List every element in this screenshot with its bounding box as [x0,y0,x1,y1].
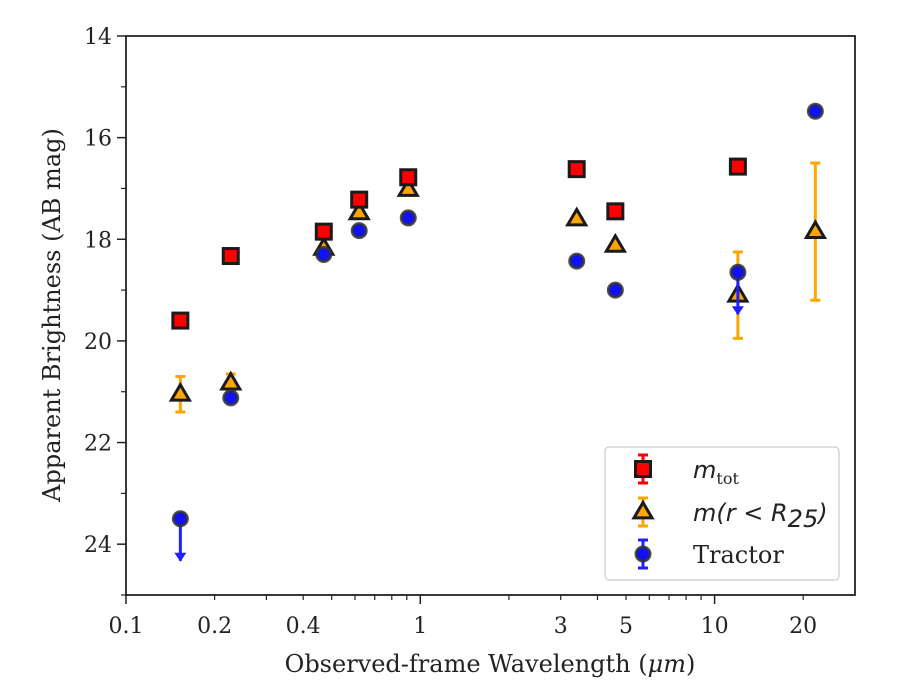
data-point [219,370,243,391]
data-point [567,160,586,179]
data-point [315,246,333,264]
x-tick-label: 10 [701,614,729,639]
upper-limit-arrow-head [174,552,187,562]
y-axis-label: Apparent Brightness (AB mag) [38,128,66,503]
legend-box [604,446,840,581]
data-point [729,263,747,281]
x-axis-label: Observed-frame Wavelength (μm) [285,650,696,678]
data-point [171,311,190,330]
x-tick-label: 5 [619,614,633,639]
data-point [606,281,624,299]
upper-limit-arrow-head [731,306,744,316]
plot-area [168,102,828,562]
y-tick-label: 16 [84,127,112,152]
data-point [565,206,589,227]
legend-marker [634,545,652,563]
data-point [221,247,240,266]
x-tick-label: 3 [554,614,568,639]
legend: mtot m(r < R25) Tractor [604,446,840,581]
data-point [314,222,333,241]
x-tick-label: 0.1 [109,614,144,639]
x-tick-label: 0.2 [197,614,232,639]
data-point [350,222,368,240]
legend-markers [631,453,655,570]
data-point [806,102,824,120]
legend-label-tractor: Tractor [693,541,784,569]
data-point [803,219,828,240]
data-point [171,510,189,528]
data-point [603,232,627,253]
data-point [396,177,420,197]
axis-ticks: 0.1 0.2 0.4 1 3 5 10 20 14 16 18 20 22 24 [84,25,817,639]
legend-marker [631,499,655,520]
x-tick-label: 1 [413,614,427,639]
data-point [222,389,240,407]
data-point [168,381,192,402]
data-point [728,157,747,176]
series-2 [171,102,824,562]
x-tick-label: 20 [789,614,817,639]
plot-frame [125,35,856,596]
legend-marker [634,460,652,478]
y-tick-label: 22 [84,432,112,457]
y-tick-label: 18 [84,228,112,253]
data-point [399,168,418,187]
legend-label-mtot: mtot [693,456,739,488]
data-point [606,202,625,221]
data-point [568,252,586,270]
series-0 [171,157,747,330]
y-tick-label: 20 [84,330,112,355]
data-point [350,190,369,209]
y-tick-label: 24 [84,533,112,558]
y-tick-label: 14 [84,25,112,50]
legend-label-mr25: m(r < R25) [693,499,828,533]
x-tick-label: 0.4 [286,614,321,639]
data-point [399,209,417,227]
data-point [347,200,371,221]
